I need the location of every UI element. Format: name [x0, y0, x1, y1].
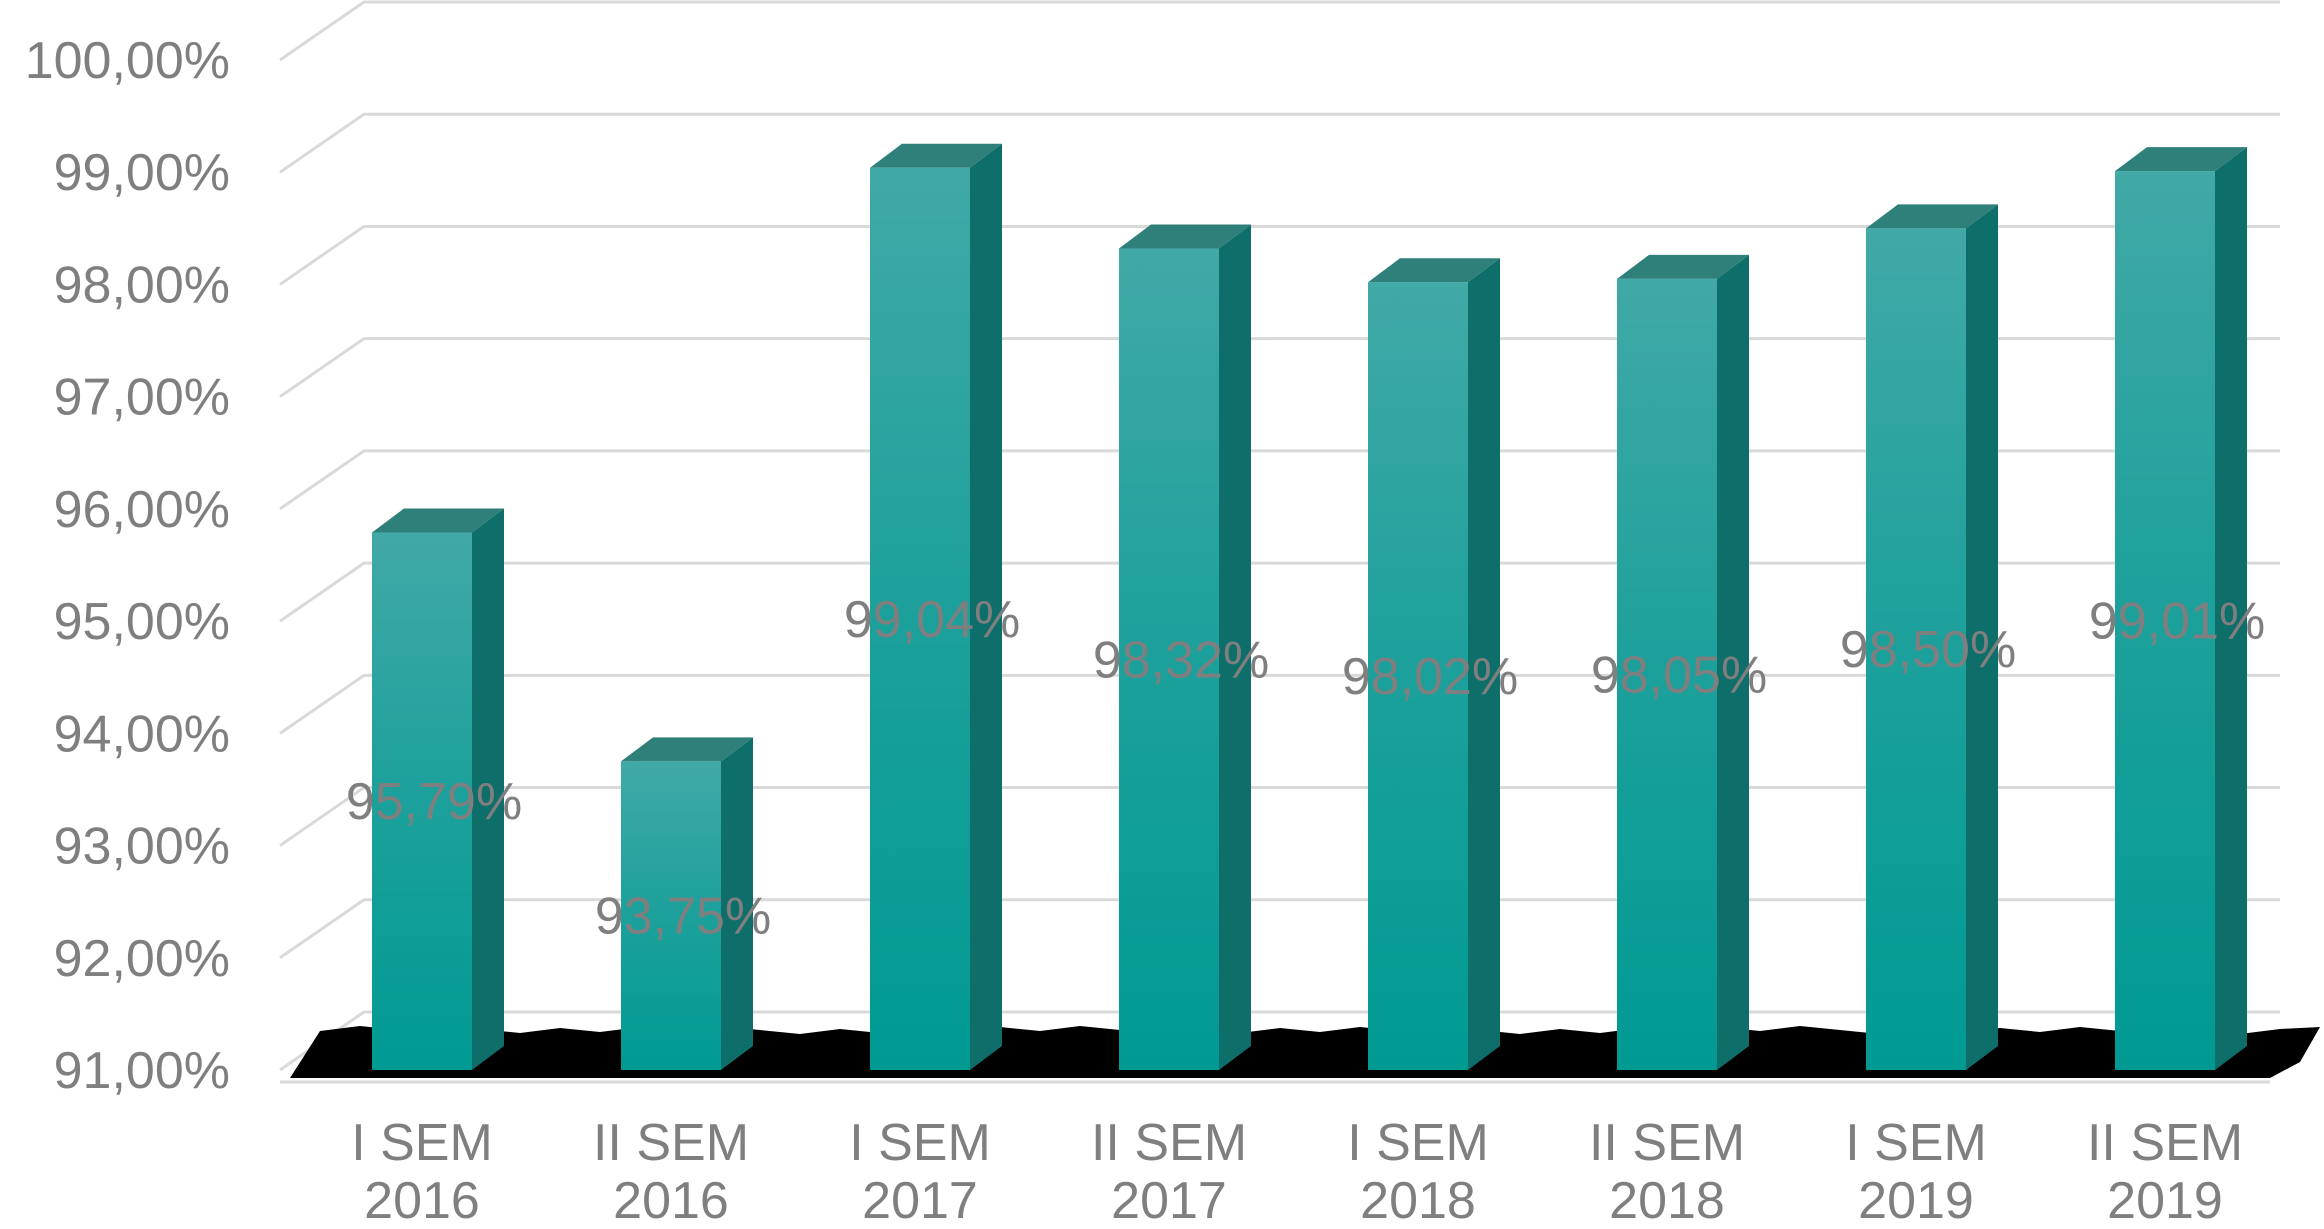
bars: [372, 143, 2247, 1071]
x-category-label: 2016: [613, 1172, 729, 1229]
bar-front-face: [1119, 248, 1219, 1071]
bar: [621, 737, 753, 1070]
bar: [1617, 254, 1749, 1071]
bar: [2115, 147, 2247, 1071]
bar-front-face: [2115, 171, 2215, 1071]
data-label: 98,32%: [1093, 631, 1269, 689]
bar: [372, 508, 504, 1070]
y-axis-ticks: 91,00% 92,00% 93,00% 94,00% 95,00% 96,00% 97,0…: [25, 32, 230, 1100]
bar-top-face: [1866, 204, 1998, 229]
y-tick-label: 95,00%: [54, 593, 230, 651]
bar-front-face: [372, 532, 472, 1070]
bar-side-face: [472, 508, 504, 1070]
bar-front-face: [621, 761, 721, 1070]
bar-side-face: [1219, 224, 1251, 1071]
bar-front-face: [1617, 278, 1717, 1070]
y-tick-label: 99,00%: [54, 144, 230, 202]
chart-floor: [290, 1026, 2320, 1078]
data-label: 99,04%: [844, 591, 1020, 649]
x-category-label: 2019: [2107, 1172, 2223, 1229]
bar-front-face: [1866, 228, 1966, 1071]
y-tick-label: 94,00%: [54, 705, 230, 763]
bar-side-face: [721, 737, 753, 1070]
x-category-label: I SEM: [351, 1114, 493, 1172]
x-category-label: I SEM: [1347, 1114, 1489, 1172]
y-tick-label: 100,00%: [25, 32, 230, 90]
bar: [1866, 204, 1998, 1071]
x-category-label: II SEM: [1589, 1114, 1745, 1172]
y-tick-label: 96,00%: [54, 481, 230, 539]
bar-top-face: [621, 737, 753, 762]
data-label: 95,79%: [346, 773, 522, 831]
y-tick-label: 93,00%: [54, 818, 230, 876]
x-category-label: 2016: [364, 1172, 480, 1229]
bar-top-face: [1119, 224, 1251, 249]
bar-side-face: [2215, 147, 2247, 1071]
bar-top-face: [1617, 254, 1749, 279]
data-label: 98,05%: [1591, 646, 1767, 704]
x-category-label: 2018: [1609, 1172, 1725, 1229]
data-label: 98,02%: [1342, 648, 1518, 706]
x-category-label: I SEM: [849, 1114, 991, 1172]
bar-side-face: [1717, 254, 1749, 1071]
x-category-label: II SEM: [593, 1114, 749, 1172]
x-category-label: I SEM: [1845, 1114, 1987, 1172]
gridline: [279, 224, 2280, 286]
data-labels: 95,79% 93,75% 99,04% 98,32% 98,02% 98,05% 98,5…: [346, 591, 2265, 946]
gridline: [279, 0, 2280, 62]
bar: [870, 143, 1002, 1070]
y-tick-label: 98,00%: [54, 256, 230, 314]
bar-top-face: [1368, 258, 1500, 283]
x-category-label: 2017: [862, 1172, 978, 1229]
y-tick-label: 92,00%: [54, 930, 230, 988]
bar-top-face: [2115, 147, 2247, 172]
x-category-label: II SEM: [2087, 1114, 2243, 1172]
x-category-label: 2019: [1858, 1172, 1974, 1229]
gridline: [279, 112, 2280, 174]
bar-top-face: [372, 508, 504, 533]
y-tick-label: 97,00%: [54, 369, 230, 427]
x-category-label: 2017: [1111, 1172, 1227, 1229]
data-label: 99,01%: [2089, 593, 2265, 651]
x-category-label: II SEM: [1091, 1114, 1247, 1172]
bar-side-face: [1468, 258, 1500, 1070]
data-label: 98,50%: [1840, 621, 2016, 679]
bar: [1119, 224, 1251, 1071]
bar-front-face: [870, 167, 970, 1070]
bar-front-face: [1368, 282, 1468, 1070]
bar-side-face: [970, 143, 1002, 1070]
x-category-label: 2018: [1360, 1172, 1476, 1229]
y-tick-label: 91,00%: [54, 1042, 230, 1100]
bar: [1368, 258, 1500, 1070]
gridlines: [279, 0, 2280, 1084]
bar-side-face: [1966, 204, 1998, 1071]
floor-shadow: [290, 1026, 2320, 1078]
bar-top-face: [870, 143, 1002, 168]
data-label: 93,75%: [595, 888, 771, 946]
